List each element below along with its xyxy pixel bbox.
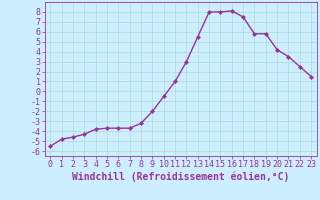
X-axis label: Windchill (Refroidissement éolien,°C): Windchill (Refroidissement éolien,°C) (72, 172, 290, 182)
